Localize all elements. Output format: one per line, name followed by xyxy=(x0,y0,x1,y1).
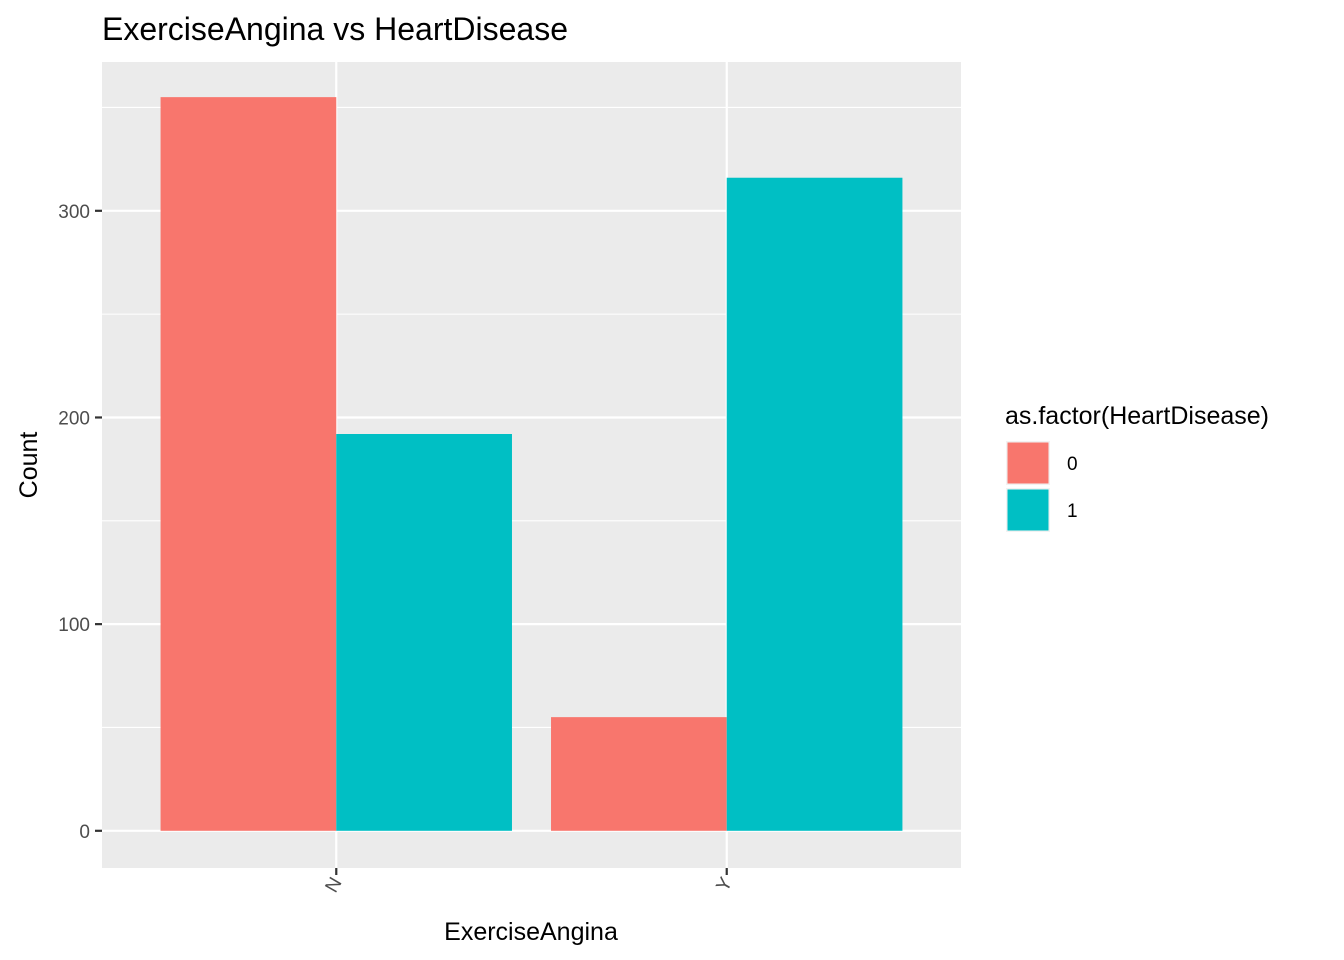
legend-label-1: 1 xyxy=(1067,501,1078,522)
legend-swatch-1 xyxy=(1007,489,1049,531)
legend: as.factor(HeartDisease) 0 1 xyxy=(1005,402,1269,532)
y-tick-label: 0 xyxy=(79,822,90,843)
y-axis-title: Count xyxy=(15,432,43,499)
y-tick-label: 100 xyxy=(58,615,90,636)
y-tick-label: 200 xyxy=(58,408,90,429)
bar-N-series-0 xyxy=(160,97,337,831)
legend-label-0: 0 xyxy=(1067,454,1078,475)
bar-Y-series-0 xyxy=(551,717,727,831)
bar-Y-series-1 xyxy=(726,177,903,831)
legend-title: as.factor(HeartDisease) xyxy=(1005,402,1269,430)
x-axis-title: ExerciseAngina xyxy=(444,918,618,946)
x-tick-label: N xyxy=(322,874,347,896)
chart-title: ExerciseAngina vs HeartDisease xyxy=(102,11,568,47)
bar-N-series-1 xyxy=(336,434,512,831)
bars xyxy=(160,97,903,831)
x-tick-label: Y xyxy=(713,874,738,896)
y-tick-label: 300 xyxy=(58,202,90,223)
y-axis: 0 100 200 300 xyxy=(58,202,102,843)
legend-swatch-0 xyxy=(1007,442,1049,484)
